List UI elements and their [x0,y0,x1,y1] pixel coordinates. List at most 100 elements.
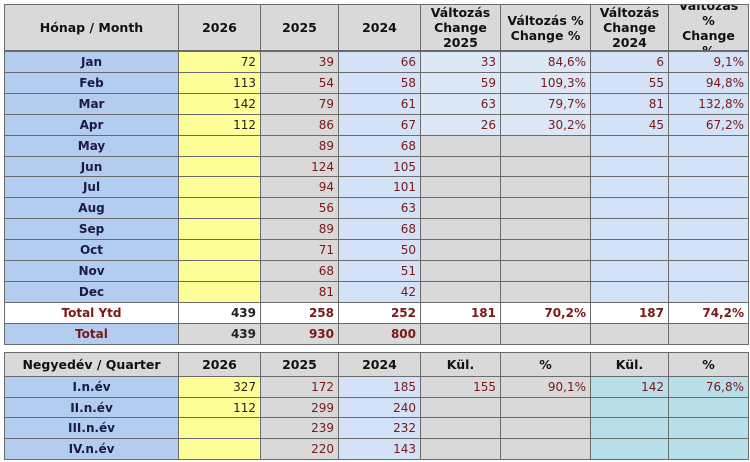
cell: 252 [338,302,421,324]
cell [590,397,669,419]
cell [590,135,669,157]
cell: 240 [338,397,421,419]
cell [590,176,669,198]
cell: 6 [590,51,669,73]
cell: 68 [260,260,339,282]
header-cell: 2026 [178,352,261,377]
cell [590,438,669,460]
cell [500,397,591,419]
row-label: II.n.év [4,397,179,419]
cell: 143 [338,438,421,460]
cell: 172 [260,376,339,398]
cell: 258 [260,302,339,324]
cell [420,397,501,419]
cell [420,156,501,177]
cell: 299 [260,397,339,419]
cell: 94 [260,176,339,198]
cell [178,260,261,282]
cell: 50 [338,239,421,261]
cell [668,417,749,439]
cell [500,176,591,198]
cell [668,197,749,219]
cell: 9,1% [668,51,749,73]
row-label: Dec [4,281,179,303]
cell [420,197,501,219]
cell: 94,8% [668,72,749,94]
row-label: III.n.év [4,417,179,439]
cell: 89 [260,135,339,157]
cell: 185 [338,376,421,398]
cell: 90,1% [500,376,591,398]
cell [420,135,501,157]
cell [178,239,261,261]
cell: 105 [338,156,421,177]
cell [590,281,669,303]
header-cell: Változás Change 2024 [590,4,669,51]
cell [420,239,501,261]
row-label: May [4,135,179,157]
cell [500,218,591,240]
cell [668,438,749,460]
cell: 54 [260,72,339,94]
cell: 63 [420,93,501,115]
header-cell: 2024 [338,352,421,377]
cell [668,176,749,198]
cell [590,218,669,240]
cell [590,323,669,345]
cell [668,218,749,240]
cell [420,218,501,240]
cell: 181 [420,302,501,324]
header-cell: Változás % Change % [500,4,591,51]
cell: 930 [260,323,339,345]
cell: 56 [260,197,339,219]
cell [500,197,591,219]
cell [668,135,749,157]
cell: 109,3% [500,72,591,94]
cell [420,323,501,345]
cell: 67 [338,114,421,136]
cell: 67,2% [668,114,749,136]
row-label: Nov [4,260,179,282]
cell: 45 [590,114,669,136]
cell [420,260,501,282]
cell [500,281,591,303]
cell [668,239,749,261]
cell: 155 [420,376,501,398]
cell [590,260,669,282]
cell: 81 [260,281,339,303]
header-cell: % [668,352,749,377]
cell: 30,2% [500,114,591,136]
cell [590,417,669,439]
cell: 76,8% [668,376,749,398]
cell: 124 [260,156,339,177]
cell [668,156,749,177]
cell: 327 [178,376,261,398]
cell [500,417,591,439]
row-label: Jun [4,156,179,177]
header-cell: Változás Change 2025 [420,4,501,51]
cell: 58 [338,72,421,94]
cell: 239 [260,417,339,439]
cell [500,156,591,177]
cell: 26 [420,114,501,136]
cell [590,156,669,177]
cell: 112 [178,397,261,419]
cell: 74,2% [668,302,749,324]
cell: 86 [260,114,339,136]
cell [178,176,261,198]
cell: 72 [178,51,261,73]
cell: 81 [590,93,669,115]
row-label: Aug [4,197,179,219]
cell: 70,2% [500,302,591,324]
cell [178,197,261,219]
cell: 142 [590,376,669,398]
cell: 439 [178,302,261,324]
row-label: IV.n.év [4,438,179,460]
header-cell: Kül. [420,352,501,377]
cell: 51 [338,260,421,282]
cell: 232 [338,417,421,439]
header-cell: Változás % Change % [668,4,749,51]
cell: 68 [338,135,421,157]
row-label: Mar [4,93,179,115]
